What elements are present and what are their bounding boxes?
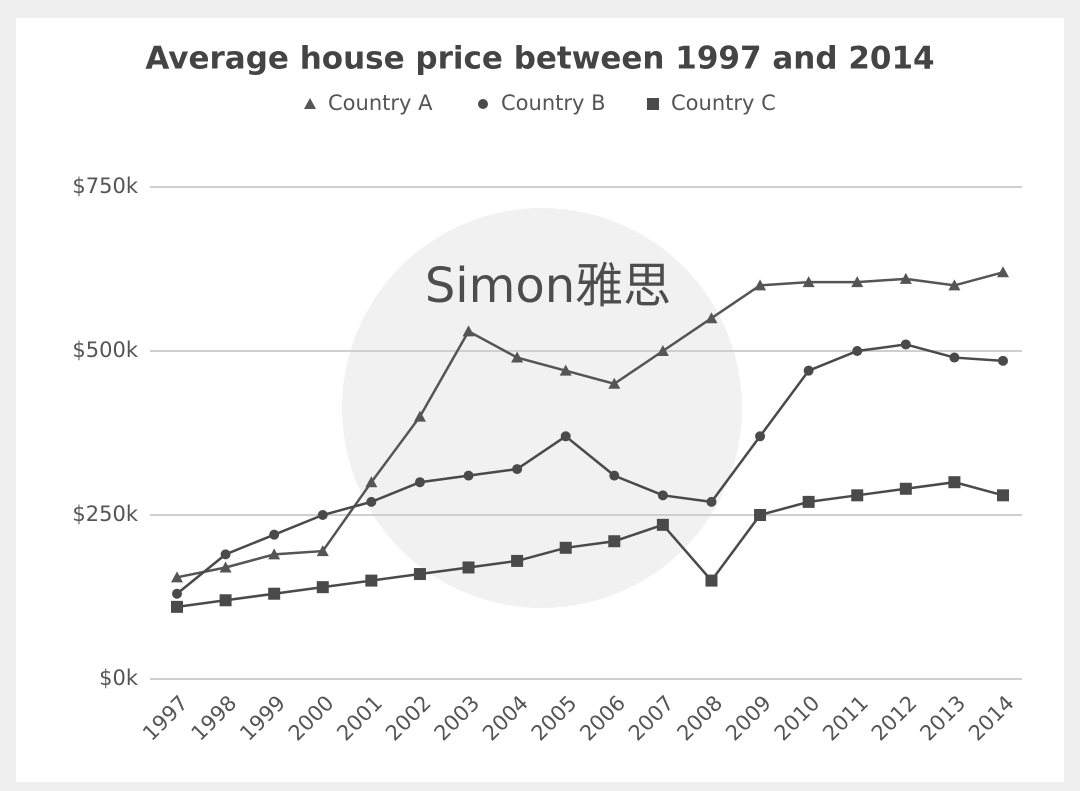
data-point <box>171 600 183 613</box>
y-tick-label: $250k <box>72 502 138 526</box>
data-point <box>512 464 523 475</box>
data-point <box>171 571 183 583</box>
data-point <box>366 496 377 507</box>
chart-title: Average house price between 1997 and 201… <box>145 41 934 77</box>
data-point <box>997 489 1009 502</box>
data-point <box>754 279 767 291</box>
data-point <box>462 561 475 574</box>
data-point <box>899 482 912 495</box>
legend-marker <box>478 99 488 109</box>
legend-item: Country B <box>478 91 606 115</box>
data-point <box>705 312 718 324</box>
data-point <box>657 490 668 501</box>
legend-marker <box>304 98 316 109</box>
y-tick-label: $500k <box>72 338 138 362</box>
data-point <box>219 594 232 607</box>
data-point <box>656 345 669 356</box>
data-point <box>705 574 718 587</box>
data-point <box>219 561 232 573</box>
data-point <box>560 431 571 442</box>
data-point <box>268 548 281 560</box>
data-point <box>172 588 182 599</box>
data-point <box>559 541 572 554</box>
data-point <box>851 489 864 502</box>
data-point <box>754 509 767 521</box>
data-point <box>511 351 524 363</box>
data-point <box>316 545 329 557</box>
legend-marker <box>647 98 659 110</box>
data-point <box>462 325 475 337</box>
data-point <box>802 495 815 508</box>
data-point <box>559 364 572 376</box>
data-point <box>220 549 231 560</box>
data-point <box>608 535 621 548</box>
watermark: Simon雅思 <box>425 258 671 314</box>
data-point <box>269 529 280 540</box>
legend-label: Country C <box>671 91 776 115</box>
data-point <box>268 587 281 600</box>
data-point <box>413 568 426 581</box>
data-point <box>802 276 815 288</box>
series-line <box>176 343 1004 595</box>
data-point <box>948 476 961 489</box>
data-point <box>365 574 378 587</box>
data-point <box>656 518 669 531</box>
data-point <box>755 431 766 442</box>
data-point <box>414 477 425 488</box>
data-point <box>463 470 474 481</box>
legend-item: Country A <box>304 91 433 115</box>
data-point <box>899 272 912 284</box>
series-line <box>176 480 1004 609</box>
series-line <box>176 271 1004 579</box>
data-point <box>608 377 621 389</box>
data-point <box>949 352 960 363</box>
data-point <box>317 510 328 520</box>
data-point <box>511 554 524 567</box>
data-point <box>997 266 1009 278</box>
data-point <box>609 470 620 481</box>
watermark-logo <box>342 208 742 608</box>
data-point <box>998 355 1008 366</box>
data-point <box>413 410 426 422</box>
data-point <box>852 346 863 356</box>
data-point <box>316 581 329 594</box>
data-point <box>948 279 961 291</box>
legend-label: Country A <box>328 91 433 115</box>
legend-label: Country B <box>501 91 606 115</box>
data-point <box>706 496 717 507</box>
y-tick-label: $750k <box>72 174 138 198</box>
y-tick-label: $0k <box>99 666 139 690</box>
data-point <box>851 276 864 288</box>
data-point <box>365 476 378 488</box>
legend-item: Country C <box>647 91 776 115</box>
data-point <box>900 339 911 350</box>
data-point <box>803 365 814 376</box>
